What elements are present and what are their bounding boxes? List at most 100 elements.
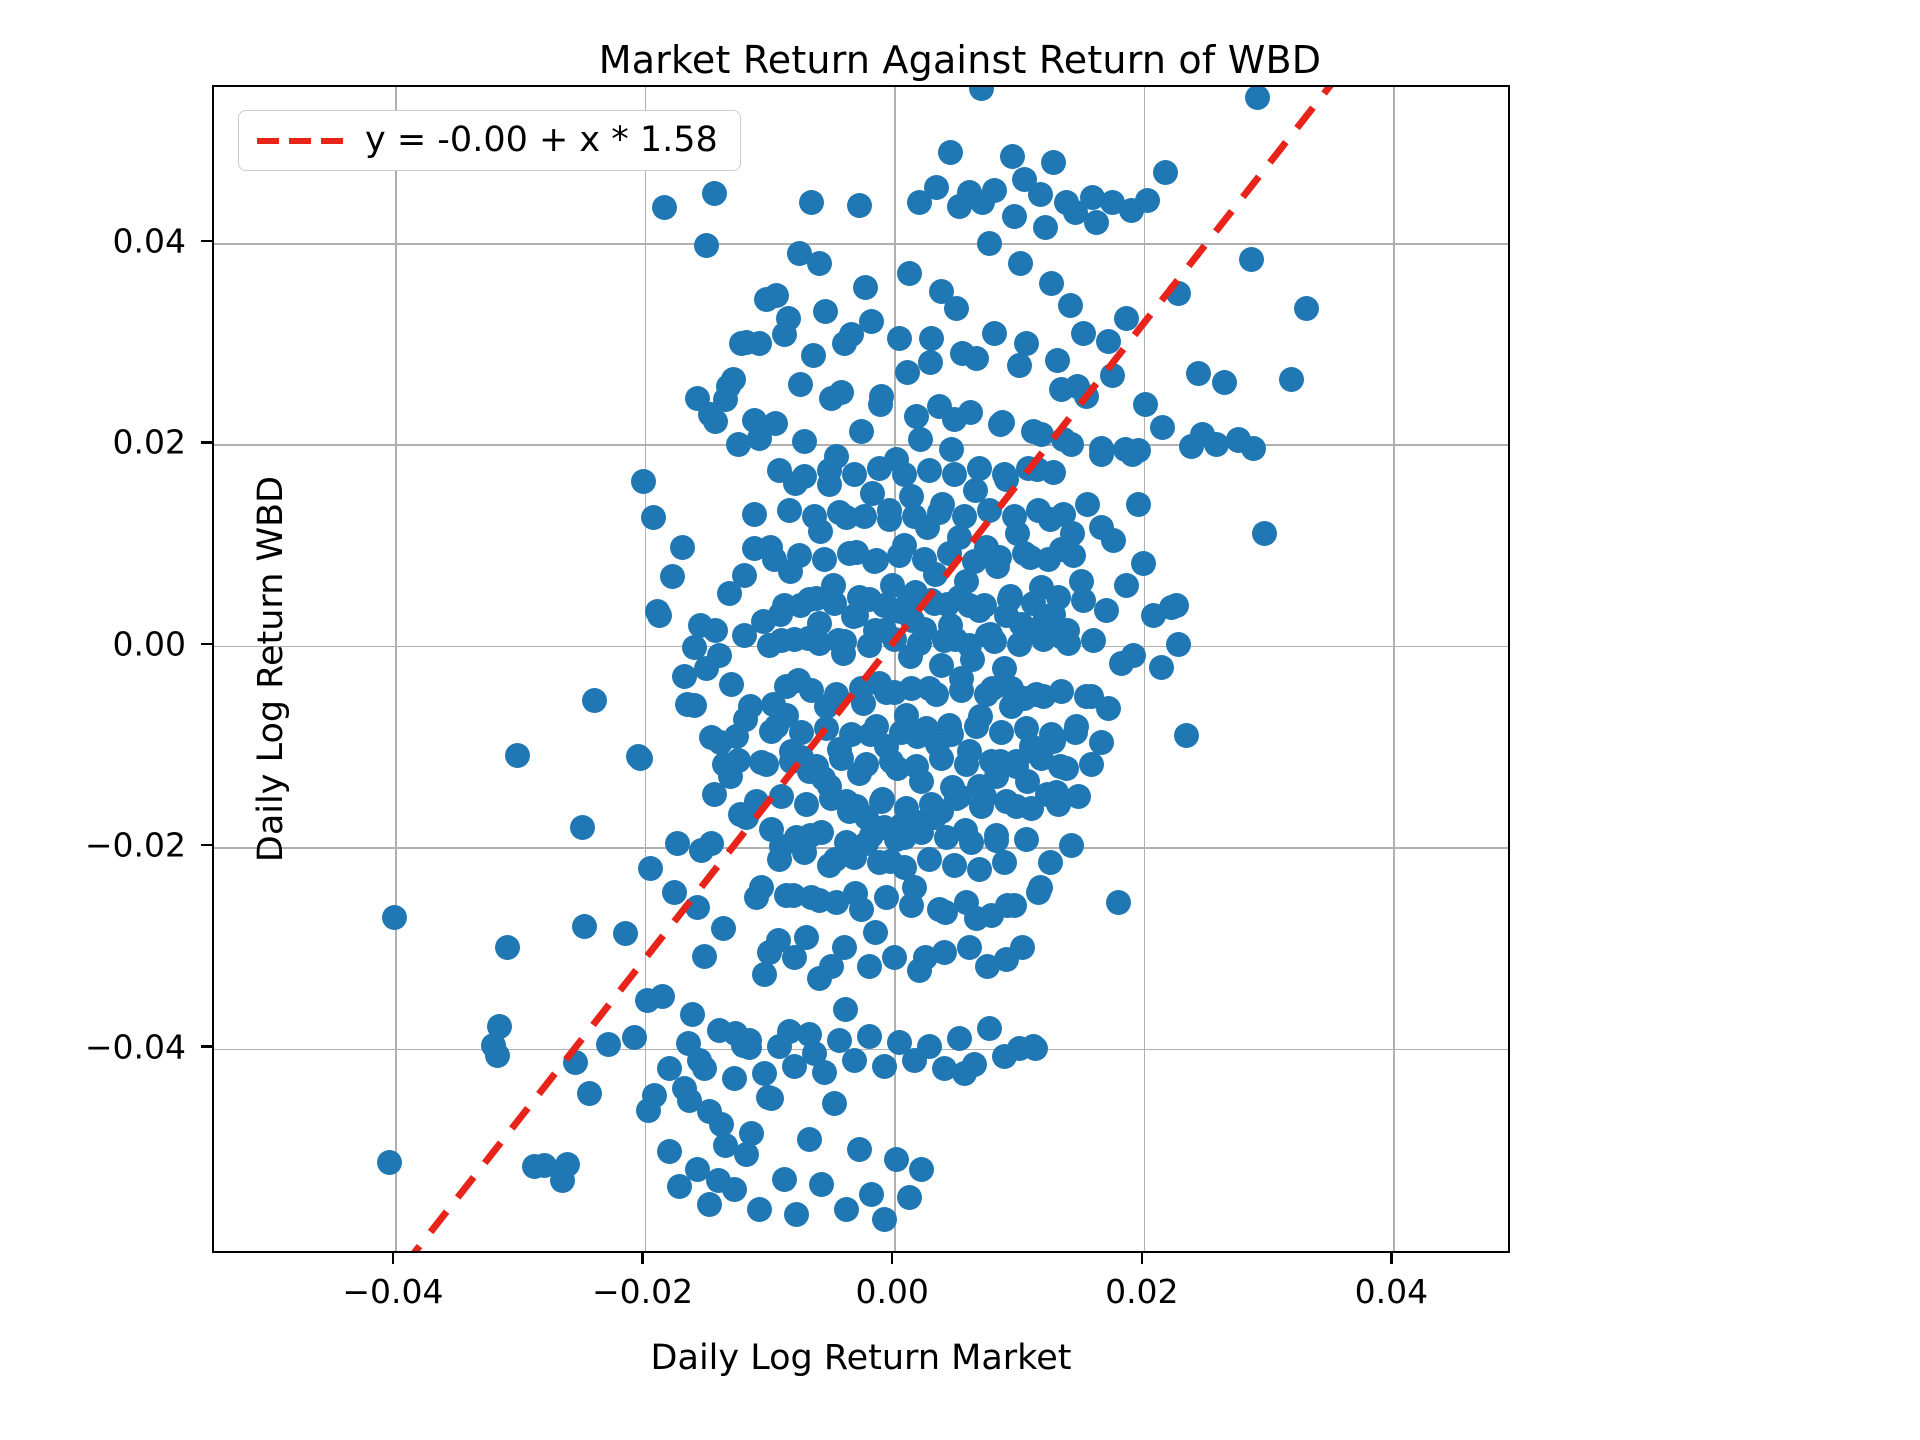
scatter-point: [901, 504, 927, 530]
scatter-point: [1141, 603, 1167, 629]
scatter-point: [966, 856, 992, 882]
scatter-point: [1038, 270, 1064, 296]
scatter-point: [1058, 431, 1084, 457]
scatter-point: [866, 849, 892, 875]
scatter-point: [1088, 729, 1114, 755]
scatter-point: [1013, 715, 1039, 741]
scatter-point: [1081, 628, 1107, 654]
scatter-point: [638, 855, 664, 881]
scatter-point: [647, 603, 673, 629]
scatter-point: [1293, 296, 1319, 322]
scatter-point: [786, 542, 812, 568]
legend-line-swatch: [257, 137, 343, 144]
scatter-point: [1173, 722, 1199, 748]
scatter-point: [1083, 210, 1109, 236]
scatter-point: [984, 822, 1010, 848]
scatter-point: [628, 746, 654, 772]
scatter-point: [796, 1021, 822, 1047]
scatter-point: [994, 789, 1020, 815]
y-tick-label: 0.00: [112, 624, 186, 664]
scatter-point: [699, 830, 725, 856]
gridline-horizontal: [214, 444, 1508, 447]
scatter-point: [831, 331, 857, 357]
scatter-point: [907, 426, 933, 452]
scatter-point: [672, 663, 698, 689]
scatter-point: [775, 306, 801, 332]
scatter-point: [613, 921, 639, 947]
scatter-point: [734, 1141, 760, 1167]
scatter-point: [946, 194, 972, 220]
scatter-point: [754, 752, 780, 778]
scatter-point: [784, 1202, 810, 1228]
scatter-point: [691, 1056, 717, 1082]
scatter-point: [766, 458, 792, 484]
x-tick-label: 0.04: [1354, 1272, 1429, 1311]
scatter-point: [811, 546, 837, 572]
scatter-point: [931, 940, 957, 966]
scatter-point: [1045, 348, 1071, 374]
legend-entry-label: y = -0.00 + x * 1.58: [365, 120, 718, 160]
scatter-point: [974, 681, 1000, 707]
scatter-point: [806, 965, 832, 991]
scatter-point: [1011, 540, 1037, 566]
gridline-vertical: [394, 87, 397, 1251]
scatter-point: [926, 500, 952, 526]
scatter-point: [981, 321, 1007, 347]
scatter-point: [964, 346, 990, 372]
x-axis-label: Daily Log Return Market: [650, 1338, 1072, 1378]
scatter-point: [976, 230, 1002, 256]
scatter-point: [849, 418, 875, 444]
scatter-point: [657, 1056, 683, 1082]
scatter-point: [916, 1034, 942, 1060]
scatter-point: [796, 587, 822, 612]
scatter-point: [836, 540, 862, 566]
scatter-point: [1152, 160, 1178, 186]
plot-area: [212, 85, 1510, 1253]
scatter-point: [1226, 426, 1252, 452]
scatter-point: [1021, 1034, 1047, 1060]
scatter-point: [896, 1185, 922, 1211]
y-tick-mark: [201, 1045, 212, 1048]
scatter-point: [1006, 353, 1032, 379]
scatter-point: [1046, 792, 1072, 818]
scatter-point: [969, 794, 995, 820]
scatter-point: [809, 819, 835, 845]
scatter-point: [1013, 331, 1039, 357]
scatter-point: [981, 629, 1007, 655]
scatter-point: [951, 504, 977, 530]
scatter-point: [939, 436, 965, 462]
scatter-point: [1026, 498, 1052, 524]
scatter-point: [1150, 414, 1176, 440]
scatter-point: [894, 796, 920, 822]
scatter-point: [871, 593, 897, 619]
x-tick-mark: [641, 1253, 644, 1264]
y-tick-mark: [201, 441, 212, 444]
scatter-point: [709, 1111, 735, 1137]
scatter-point: [799, 885, 825, 911]
scatter-point: [854, 752, 880, 778]
scatter-point: [946, 584, 972, 610]
scatter-point: [909, 819, 935, 845]
scatter-point: [595, 1032, 621, 1058]
scatter-point: [929, 278, 955, 304]
scatter-point: [701, 181, 727, 207]
scatter-point: [831, 629, 857, 655]
scatter-point: [986, 544, 1012, 570]
scatter-point: [862, 920, 888, 946]
scatter-point: [706, 643, 732, 669]
x-tick-label: 0.02: [1105, 1272, 1179, 1311]
scatter-point: [899, 893, 925, 919]
scatter-point: [710, 916, 736, 942]
scatter-point: [781, 945, 807, 971]
scatter-point: [741, 502, 767, 528]
scatter-point: [916, 846, 942, 872]
chart-title: Market Return Against Return of WBD: [598, 38, 1322, 82]
scatter-point: [1048, 678, 1074, 704]
scatter-point: [1126, 492, 1152, 518]
scatter-point: [1031, 627, 1057, 653]
scatter-point: [829, 746, 855, 772]
scatter-point: [916, 458, 942, 484]
scatter-point: [846, 193, 872, 219]
scatter-point: [721, 1066, 747, 1092]
